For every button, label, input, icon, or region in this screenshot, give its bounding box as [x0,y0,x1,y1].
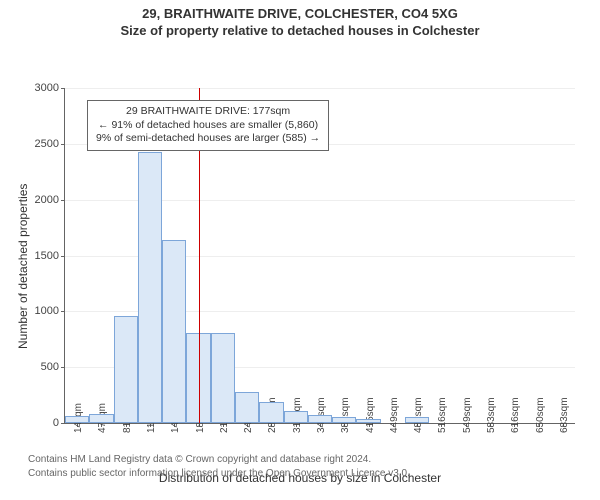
bar [405,417,429,423]
gridline [65,88,575,89]
x-tick: 583sqm [486,397,497,433]
y-tick: 1000 [35,305,59,317]
y-tick: 3000 [35,82,59,94]
bar [259,402,283,423]
footer-line: Contains HM Land Registry data © Crown c… [28,453,600,467]
x-tick: 549sqm [462,397,473,433]
titles: 29, BRAITHWAITE DRIVE, COLCHESTER, CO4 5… [0,6,600,38]
bar [162,240,186,423]
annotation-line: 29 BRAITHWAITE DRIVE: 177sqm [96,105,320,119]
bar [114,316,138,423]
annotation-line: ← 91% of detached houses are smaller (5,… [96,119,320,133]
footer: Contains HM Land Registry data © Crown c… [0,453,600,480]
y-tick: 2500 [35,138,59,150]
bar [284,411,308,423]
y-tick: 1500 [35,250,59,262]
bar [308,415,332,423]
x-tick: 382sqm [340,397,351,433]
bar [89,414,113,423]
y-axis-label: Number of detached properties [16,184,30,349]
bar [211,333,235,423]
page-title: 29, BRAITHWAITE DRIVE, COLCHESTER, CO4 5… [0,6,600,21]
x-tick: 482sqm [413,397,424,433]
x-tick: 650sqm [535,397,546,433]
y-tick: 500 [41,361,59,373]
x-tick: 616sqm [510,397,521,433]
plot-area: 05001000150020002500300014sqm47sqm81sqm1… [64,88,575,424]
x-tick: 449sqm [389,397,400,433]
annotation-line: 9% of semi-detached houses are larger (5… [96,132,320,146]
x-tick: 415sqm [365,397,376,433]
x-tick: 516sqm [437,397,448,433]
bar [356,419,380,423]
bar [235,392,259,423]
bar [65,416,89,423]
bar [332,417,356,423]
page-subtitle: Size of property relative to detached ho… [0,23,600,38]
y-tick: 2000 [35,194,59,206]
x-tick: 683sqm [559,397,570,433]
bar [138,152,162,423]
y-tick: 0 [53,417,59,429]
footer-line: Contains public sector information licen… [28,467,600,481]
annotation-box: 29 BRAITHWAITE DRIVE: 177sqm ← 91% of de… [87,100,329,151]
